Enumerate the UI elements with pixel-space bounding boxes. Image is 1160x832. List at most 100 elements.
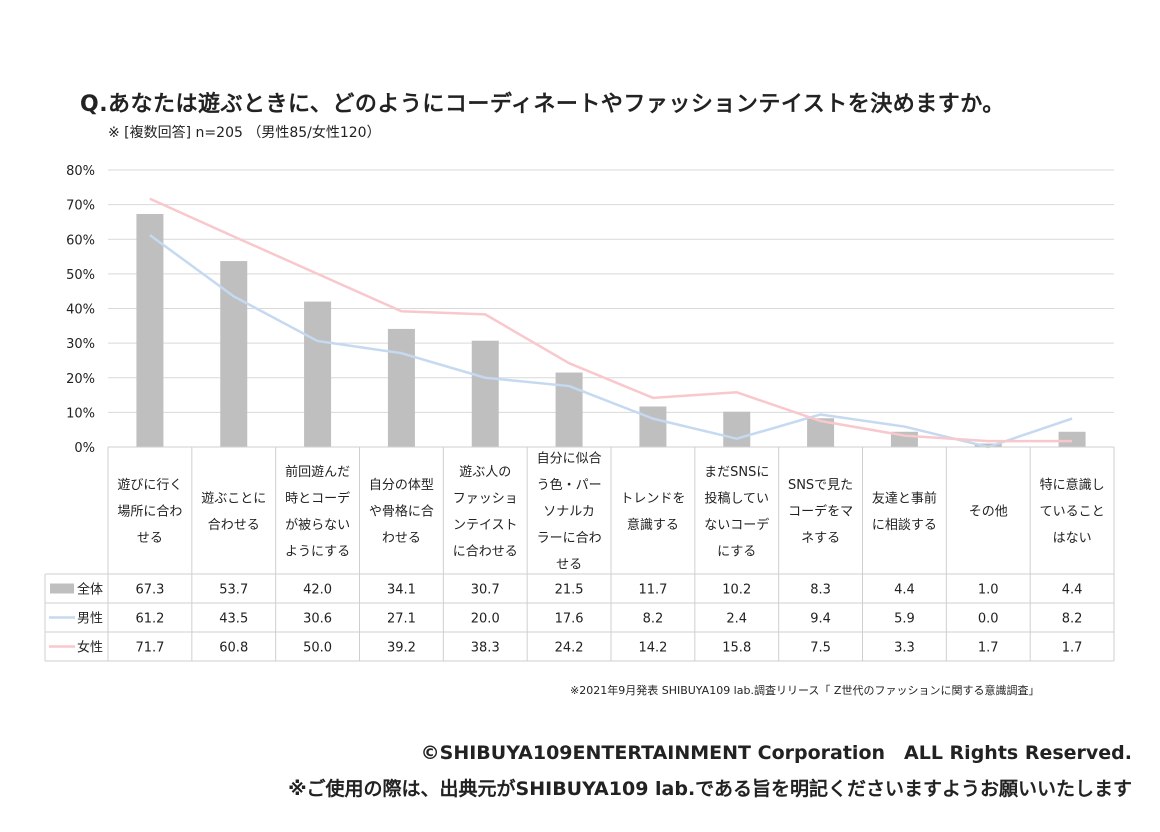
table-value: 8.2 [1062,612,1083,627]
legend-label: 男性 [77,612,103,627]
category-label-line: ラーに合わ [537,531,602,546]
legend-label: 女性 [77,640,103,656]
category-label-line: トレンドを [620,491,685,506]
table-value: 0.0 [978,612,999,627]
category-label-line: ていること [1040,505,1105,520]
table-value: 17.6 [555,612,584,627]
category-label: 前回遊んだ時とコーデが被らないようにする [285,464,350,560]
table-value: 10.2 [722,583,751,598]
category-label-line: ネする [801,531,840,546]
category-label: その他 [969,505,1008,520]
table-value: 43.5 [219,612,248,627]
bar-all [1058,431,1086,447]
category-label-line: 投稿してい [704,490,769,506]
chart-title: Q.あなたは遊ぶときに、どのようにコーディネートやファッションテイストを決めます… [80,92,1005,117]
category-label-line: SNSで見た [788,478,853,493]
y-tick-label: 40% [66,303,95,318]
category-label-line: わせる [382,531,421,546]
category-label-line: 前回遊んだ [285,464,350,480]
category-label: 遊ぶ人のファッションテイストに合わせる [453,465,518,560]
category-label-line: ファッショ [453,491,518,506]
usage-note: ※ご使用の際は、出典元がSHIBUYA109 lab.である旨を明記くださいます… [288,778,1132,800]
category-label-line: や骨格に合 [369,504,434,520]
y-tick-label: 30% [66,337,95,352]
chart-subtitle: ※ [複数回答] n=205 （男性85/女性120） [108,125,381,141]
source-note: ※2021年9月発表 SHIBUYA109 lab.調査リリース「 Z世代のファ… [570,684,1040,697]
category-label-line: 時とコーデ [285,490,350,506]
table-value: 61.2 [135,612,164,627]
category-label: SNSで見たコーデをマネする [788,478,853,546]
table-value: 27.1 [387,612,416,627]
bar-all [387,328,415,447]
bar-all [555,372,583,447]
category-label-line: ないコーデ [704,517,769,533]
y-tick-label: 10% [66,406,95,421]
category-label-line: に相談する [872,517,937,533]
table-value: 2.4 [726,612,747,627]
table-value: 4.4 [894,583,915,598]
table-value: 4.4 [1062,583,1083,598]
table-value: 14.2 [638,641,667,656]
table-value: 8.2 [643,612,664,627]
table-value: 3.3 [894,641,915,656]
category-label-line: 友達と事前 [872,490,937,506]
category-label-line: ンテイスト [453,518,518,533]
category-label: 自分の体型や骨格に合わせる [369,478,434,546]
bar-all [639,406,667,447]
table-value: 30.7 [471,583,500,598]
bar-all [304,301,332,447]
table-value: 67.3 [135,583,164,598]
category-label-line: にする [717,544,756,559]
bar-all [220,261,248,447]
legend-key-all [50,583,74,594]
table-value: 60.8 [219,641,248,656]
table-value: 11.7 [638,583,667,598]
table-value: 21.5 [555,583,584,598]
line-male [149,234,1073,449]
category-label-line: 遊ぶことに [201,491,266,506]
category-label: まだSNSに投稿していないコーデにする [704,465,769,560]
y-tick-label: 20% [66,372,95,387]
y-tick-label: 0% [74,441,95,456]
category-label-line: 遊びに行く [117,478,182,493]
table-value: 38.3 [471,641,500,656]
legend-label: 全体 [77,582,103,598]
category-label-line: その他 [969,505,1008,520]
category-label-line: ソナルカ [543,505,595,520]
category-label-line: ようにする [285,544,350,559]
y-tick-label: 80% [66,164,95,179]
bar-all [136,213,164,447]
table-value: 1.7 [978,641,999,656]
category-label-line: 場所に合わ [117,505,182,520]
category-label-line: 意識する [627,517,679,533]
category-label: 遊びに行く場所に合わせる [117,478,182,546]
table-value: 9.4 [810,612,831,627]
category-label-line: 特に意識し [1040,477,1105,493]
line-female [149,197,1073,443]
category-label: 遊ぶことに合わせる [201,491,266,533]
table-value: 1.7 [1062,641,1083,656]
category-label-line: せる [137,531,163,546]
category-label-line: 自分の体型 [369,478,434,493]
category-label: 自分に似合う色・パーソナルカラーに合わせる [537,452,602,573]
table-value: 50.0 [303,641,332,656]
y-tick-label: 70% [66,199,95,214]
category-label-line: コーデをマ [788,504,853,520]
category-label-line: 自分に似合 [537,452,602,467]
bar-all [974,443,1002,447]
bar-all [471,340,499,447]
table-value: 20.0 [471,612,500,627]
category-label-line: 遊ぶ人の [459,465,511,480]
y-tick-label: 60% [66,233,95,248]
table-value: 15.8 [722,641,751,656]
category-label: トレンドを意識する [620,491,685,533]
bar-all [723,411,751,447]
table-value: 8.3 [810,583,831,598]
table-value: 42.0 [303,583,332,598]
table-value: 24.2 [555,641,584,656]
category-label-line: に合わせる [453,544,518,559]
category-label: 友達と事前に相談する [872,490,937,533]
category-label: 特に意識していることはない [1040,477,1105,546]
table-value: 34.1 [387,583,416,598]
